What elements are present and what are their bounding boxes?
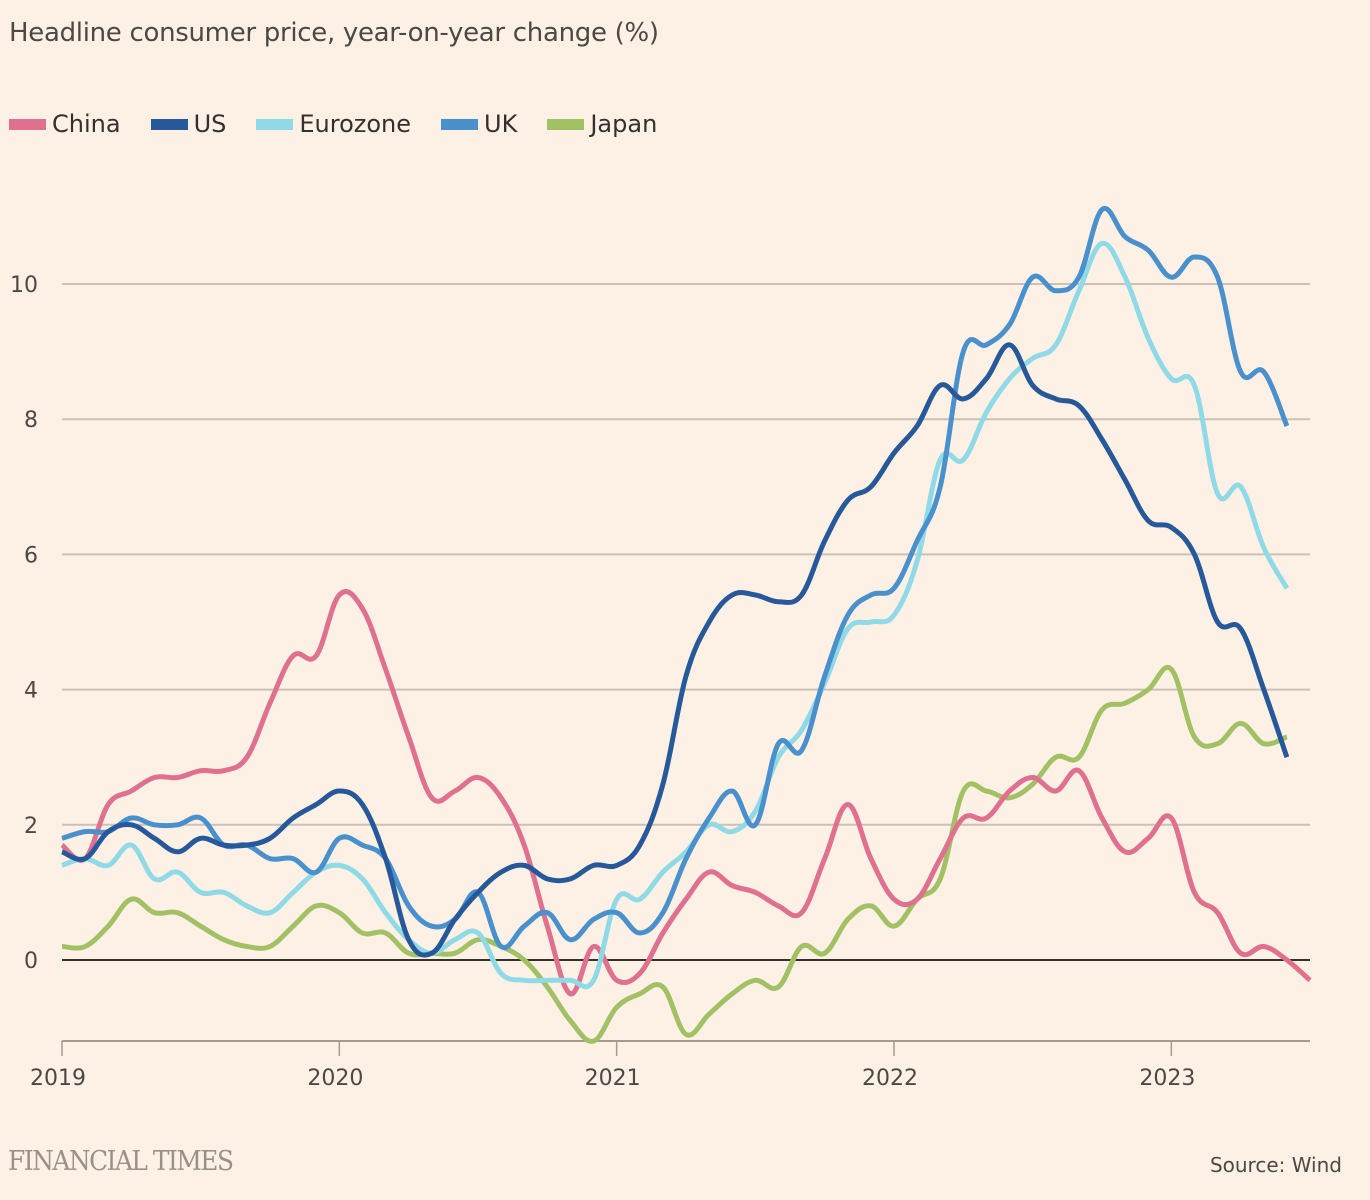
series-line-uk: [61, 205, 1290, 951]
legend-item-eurozone: Eurozone: [256, 110, 411, 138]
x-tick-label: 2022: [862, 1066, 918, 1091]
ft-logo: FINANCIAL TIMES: [8, 1146, 234, 1177]
chart-legend: China US Eurozone UK Japan: [9, 110, 687, 138]
y-tick-label: 6: [24, 543, 38, 568]
legend-item-china: China: [9, 110, 121, 138]
legend-item-us: US: [150, 110, 227, 138]
x-tick-label: 2020: [307, 1066, 363, 1091]
y-tick-label: 2: [24, 814, 38, 839]
legend-label: US: [193, 110, 227, 138]
series-line-us: [61, 342, 1290, 958]
series-line-eurozone: [61, 240, 1290, 990]
gridlines: [62, 283, 1310, 961]
x-tick-label: 2019: [30, 1066, 86, 1091]
legend-item-uk: UK: [441, 110, 517, 138]
legend-swatch: [547, 118, 585, 130]
legend-swatch: [9, 118, 46, 130]
series-line-china: [60, 589, 1312, 997]
y-axis-ticks: 0 2 4 6 8 10: [10, 273, 38, 974]
series-line-japan: [61, 664, 1288, 1044]
series-lines: [60, 205, 1312, 1044]
legend-label: China: [52, 110, 121, 138]
legend-label: UK: [484, 110, 518, 138]
legend-label: Japan: [590, 110, 658, 138]
legend-item-japan: Japan: [547, 110, 657, 138]
y-tick-label: 8: [24, 408, 38, 433]
source-note: Source: Wind: [1209, 1153, 1342, 1177]
x-tick-label: 2023: [1139, 1066, 1195, 1091]
y-tick-label: 0: [24, 949, 38, 974]
legend-swatch: [256, 118, 294, 130]
x-tick-label: 2021: [585, 1066, 641, 1091]
y-tick-label: 10: [10, 273, 38, 298]
legend-swatch: [150, 118, 188, 130]
legend-swatch: [441, 118, 479, 130]
y-tick-label: 4: [24, 679, 38, 704]
chart-title: Headline consumer price, year-on-year ch…: [9, 18, 659, 48]
legend-label: Eurozone: [299, 110, 412, 138]
x-axis: 2019 2020 2021 2022 2023: [30, 1040, 1310, 1091]
